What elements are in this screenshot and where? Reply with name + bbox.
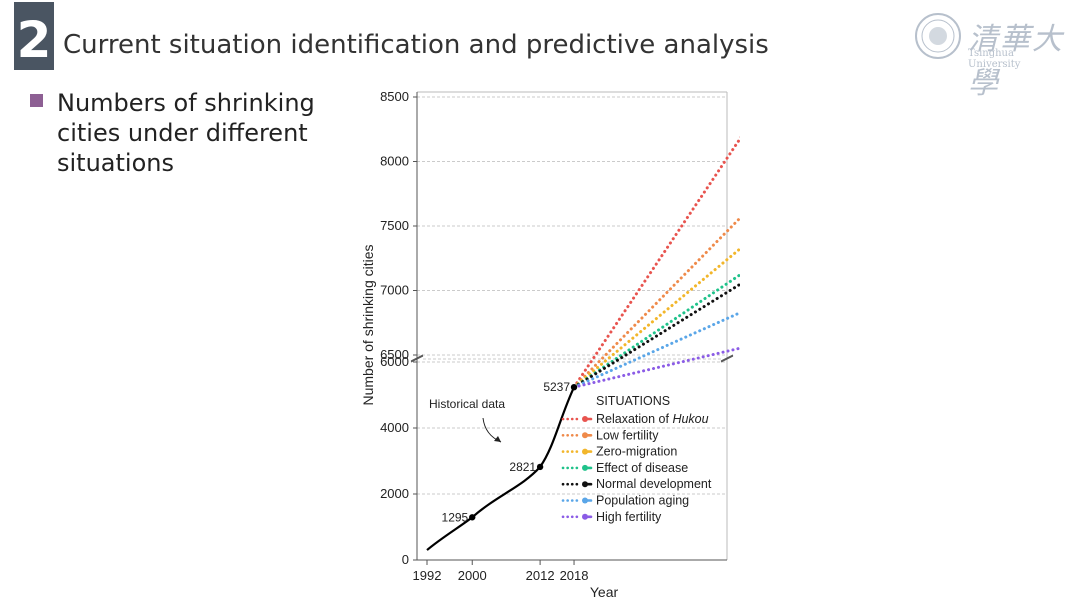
y-axis-title: Number of shrinking cities [360,244,376,405]
legend-label-italic: Hukou [672,412,708,426]
bullet-text: Numbers of shrinking cities under differ… [57,89,315,177]
bullet-square-icon [30,94,43,107]
section-number-badge: 2 [14,2,54,70]
legend-label: Relaxation of Hukou [596,412,709,426]
university-seal-icon [915,13,961,59]
legend-swatch-dot [582,481,588,488]
historical-point [570,383,578,391]
series-line [572,215,740,389]
legend-swatch-dot [582,513,588,520]
series-line [572,136,740,389]
legend-swatch-dot [582,432,588,439]
legend-label: Population aging [596,494,689,508]
historical-series [426,383,578,551]
y-tick-label: 8500 [380,89,409,104]
y-tick-label: 8000 [380,154,409,169]
legend-label: Low fertility [596,428,659,442]
y-tick-label: 7000 [380,283,409,298]
x-tick-label: 2000 [458,568,487,583]
axis-break-mark [720,354,734,362]
legend-label: Normal development [596,477,712,491]
legend-swatch-dot [582,464,588,471]
historical-value-label: 2821 [509,460,536,474]
historical-value-label: 5237 [543,380,570,394]
legend: SITUATIONS Relaxation of Hukou Low fertili… [561,394,712,524]
y-tick-label: 0 [402,552,409,567]
axes: 6500 7000 7500 8000 8500 0 2000 4000 6000 1992 200… [360,89,734,600]
legend-swatch-dot [582,497,588,504]
legend-label: Zero-migration [596,445,677,459]
legend-label: High fertility [596,510,662,524]
series-line [572,246,740,389]
shrinking-cities-chart: 6500 7000 7500 8000 8500 0 2000 4000 6000 1992 200… [360,89,740,600]
slide-title: Current situation identification and pre… [63,30,769,60]
logo-chinese-text: 清華大學 [968,22,1064,101]
x-tick-label: 2018 [560,568,589,583]
x-tick-label: 1992 [413,568,442,583]
y-tick-label: 4000 [380,420,409,435]
legend-title: SITUATIONS [596,394,670,408]
series-line [572,282,740,389]
axis-break-mark [410,354,424,362]
axis-break-mark [720,355,734,363]
y-tick-label: 2000 [380,486,409,501]
legend-label: Effect of disease [596,461,688,475]
axis-break-mark [410,355,424,363]
legend-swatch-dot [582,416,588,422]
historical-point [469,514,476,521]
x-tick-label: 2012 [526,568,555,583]
historical-data-label: Historical data [429,397,505,411]
historical-arrowhead [494,436,501,442]
legend-swatch-dot [582,448,588,455]
historical-point [536,463,544,471]
y-tick-label: 6500 [380,347,409,362]
data-labels: +59%+47%+42%+38%+37%+31%+26%129528215237… [429,380,570,524]
section-number: 2 [16,11,52,69]
y-tick-label: 6000 [380,354,409,369]
y-tick-label: 7500 [380,218,409,233]
series-lines [572,136,740,389]
grid-lines [417,96,727,495]
historical-curve [426,386,576,551]
tsinghua-logo: 清華大學 Tsinghua University [914,12,1064,101]
series-line [572,346,740,389]
historical-value-label: 1295 [442,510,469,524]
logo-english-text: Tsinghua University [968,48,1021,70]
x-axis-title: Year [590,584,619,600]
series-line [572,273,740,389]
